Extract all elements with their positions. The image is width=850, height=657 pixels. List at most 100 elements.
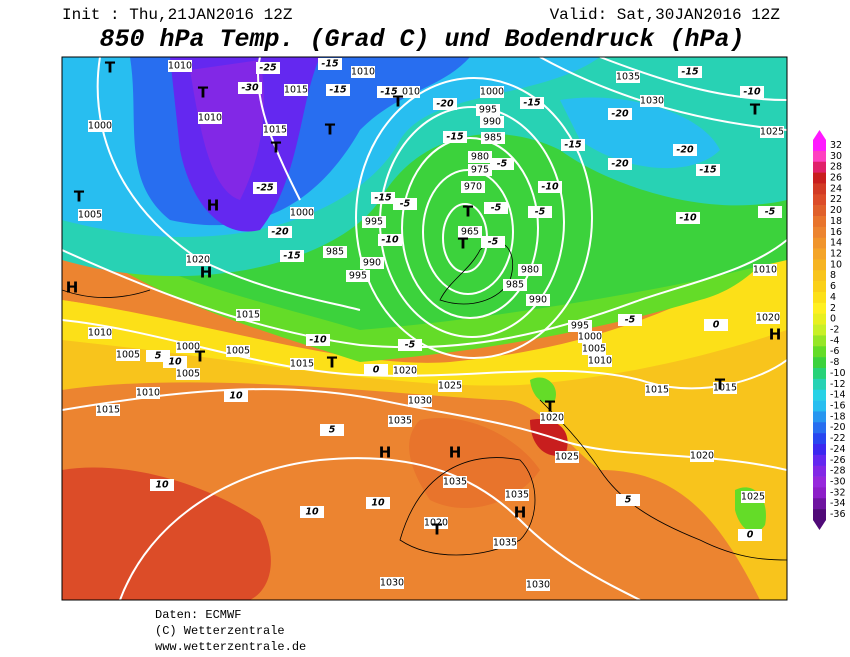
- temperature-label: 0: [373, 365, 380, 376]
- colorbar-swatch: [813, 313, 826, 325]
- temperature-label-bg: [738, 529, 762, 541]
- colorbar-label: -4: [830, 335, 839, 346]
- colorbar-label: 10: [830, 259, 842, 270]
- isobar-label-bg: [753, 264, 777, 276]
- temperature-label: -5: [765, 207, 776, 218]
- colorbar-label: -16: [830, 401, 846, 412]
- isobar-label: 1000: [480, 87, 504, 98]
- pressure-center: T: [271, 139, 282, 157]
- temperature-label-bg: [490, 158, 514, 170]
- isobar-label: 995: [479, 105, 497, 116]
- temperature-label: -15: [380, 87, 398, 98]
- isobar-label-bg: [424, 517, 448, 529]
- isobar-label: 1005: [176, 369, 200, 380]
- isobar-label: 1015: [284, 85, 308, 96]
- isobar-label: 990: [363, 258, 381, 269]
- isobar-label-bg: [578, 331, 602, 343]
- temperature-label: 10: [305, 507, 319, 518]
- colorbar-swatch: [813, 281, 826, 293]
- isobar-label-bg: [186, 254, 210, 266]
- temperature-label-bg: [528, 206, 552, 218]
- isobar-label-bg: [323, 246, 347, 258]
- colorbar-swatch: [813, 509, 826, 521]
- colorbar-swatch: [813, 454, 826, 467]
- colorbar-label: -36: [830, 509, 846, 520]
- temperature-label-bg: [520, 97, 544, 109]
- isobar-label-bg: [176, 368, 200, 380]
- colorbar-swatch: [813, 335, 826, 347]
- colorbar-label: 26: [830, 173, 842, 184]
- isobar-label-bg: [741, 491, 765, 503]
- isobar-label-bg: [290, 207, 314, 219]
- isobar-label-bg: [526, 294, 550, 306]
- colorbar-swatch: [813, 172, 826, 184]
- pressure-center: T: [432, 521, 443, 539]
- isobar-label: 1010: [88, 328, 112, 339]
- temperature-label: -20: [436, 99, 454, 110]
- map-title: 850 hPa Temp. (Grad C) und Bodendruck (h…: [99, 25, 744, 54]
- colorbar-label: -2: [830, 325, 839, 336]
- temperature-label: -15: [321, 59, 339, 70]
- isobar-label-bg: [284, 84, 308, 96]
- colorbar-label: -8: [830, 357, 839, 368]
- isobar-label-bg: [588, 355, 612, 367]
- colorbar-label: -26: [830, 455, 846, 466]
- colorbar-swatch: [813, 205, 826, 217]
- temperature-label: -15: [283, 251, 301, 262]
- temperature-label-bg: [224, 390, 248, 402]
- pressure-center: T: [458, 235, 469, 253]
- isobar-label-bg: [351, 66, 375, 78]
- colorbar-label: 14: [830, 238, 842, 249]
- temperature-label-bg: [443, 131, 467, 143]
- valid-time: Valid: Sat,30JAN2016 12Z: [550, 6, 781, 24]
- isobar-label-bg: [236, 309, 260, 321]
- temperature-label: -30: [241, 83, 259, 94]
- pressure-center: H: [449, 444, 462, 462]
- temperature-label-bg: [318, 58, 342, 70]
- colorbar-swatch: [813, 183, 826, 195]
- colorbar-label: 22: [830, 194, 842, 205]
- colorbar-swatch: [813, 302, 826, 315]
- isobar-label: 980: [471, 152, 489, 163]
- colorbar-label: -34: [830, 498, 846, 509]
- isobar-label-bg: [476, 104, 500, 116]
- colorbar-swatch: [813, 161, 826, 173]
- footer-copyright: (C) Wetterzentrale: [155, 624, 285, 638]
- isobar-label-bg: [346, 270, 370, 282]
- temperature-label: -15: [446, 132, 464, 143]
- isobar-label: 1035: [388, 416, 412, 427]
- temperature-label: -5: [405, 340, 416, 351]
- isobar-label-bg: [756, 312, 780, 324]
- temperature-label: -20: [676, 145, 694, 156]
- isobar-label-bg: [505, 489, 529, 501]
- temperature-label-bg: [758, 206, 782, 218]
- colorbar-swatch: [813, 433, 826, 445]
- isobar-label: 980: [521, 265, 539, 276]
- isobar-label: 1030: [380, 578, 404, 589]
- isobar-label-bg: [78, 209, 102, 221]
- isobar-label-bg: [468, 151, 492, 163]
- pressure-center: T: [545, 398, 556, 416]
- colorbar-label: -20: [830, 422, 846, 433]
- isobar-label-bg: [526, 579, 550, 591]
- temperature-label-bg: [326, 84, 350, 96]
- temperature-label-bg: [150, 479, 174, 491]
- temperature-label: -15: [523, 98, 541, 109]
- colorbar-label: -24: [830, 444, 846, 455]
- isobar-label-bg: [616, 71, 640, 83]
- colorbar-swatch: [813, 292, 826, 304]
- isobar-label: 1020: [690, 451, 714, 462]
- colorbar-label: 2: [830, 303, 836, 314]
- isobar-label: 1020: [186, 255, 210, 266]
- temperature-label-bg: [306, 334, 330, 346]
- isobar-label: 1015: [713, 383, 737, 394]
- colorbar-swatch: [813, 487, 826, 499]
- isobar-label: 1025: [438, 381, 462, 392]
- temperature-label-bg: [268, 226, 292, 238]
- temperature-label: -10: [381, 235, 399, 246]
- colorbar-label: -30: [830, 477, 846, 488]
- colorbar-swatch: [813, 411, 826, 423]
- temperature-label: -20: [611, 109, 629, 120]
- init-time: Init : Thu,21JAN2016 12Z: [62, 6, 293, 24]
- colorbar-swatch: [813, 378, 826, 391]
